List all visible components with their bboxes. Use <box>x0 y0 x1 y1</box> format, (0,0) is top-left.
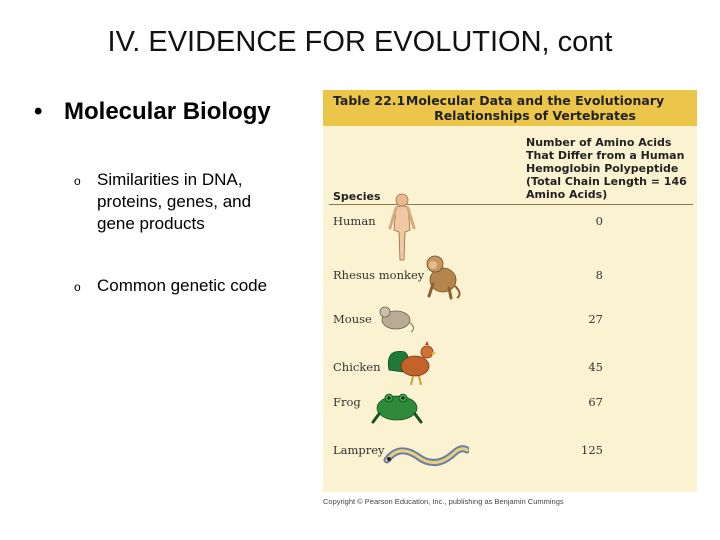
column-header-species: Species <box>333 190 381 203</box>
mouse-icon <box>379 306 415 333</box>
sub-bullet-marker: o <box>74 280 81 294</box>
amino-acid-value: 8 <box>595 268 603 282</box>
header-divider <box>329 204 693 205</box>
sub-bullet-text: Common genetic code <box>97 276 268 295</box>
species-label: Rhesus monkey <box>333 268 425 282</box>
copyright-notice: Copyright © Pearson Education, Inc., pub… <box>323 497 564 506</box>
table-header: Table 22.1 Molecular Data and the Evolut… <box>323 90 697 126</box>
table-title: Molecular Data and the Evolutionary Rela… <box>405 93 665 123</box>
chicken-icon <box>387 341 437 386</box>
amino-acid-value: 67 <box>588 395 603 409</box>
table-number: Table 22.1 <box>333 93 406 108</box>
species-label: Mouse <box>333 312 372 326</box>
species-label: Chicken <box>333 360 381 374</box>
lamprey-icon <box>383 445 469 466</box>
table-panel: Table 22.1 Molecular Data and the Evolut… <box>323 90 697 492</box>
sub-bullet-marker: o <box>74 174 81 188</box>
slide-title: IV. EVIDENCE FOR EVOLUTION, cont <box>107 26 613 58</box>
bullet-text: Molecular Biology <box>64 98 271 125</box>
species-label: Lamprey <box>333 443 385 457</box>
bullet-marker: • <box>34 98 43 125</box>
frog-icon <box>371 393 423 424</box>
amino-acid-value: 0 <box>595 214 603 228</box>
species-label: Human <box>333 214 376 228</box>
amino-acid-value: 45 <box>588 360 603 374</box>
amino-acid-value: 27 <box>588 312 603 326</box>
sub-bullet-text: Similarities in DNA, proteins, genes, an… <box>97 170 252 233</box>
rhesus-monkey-icon <box>426 255 461 300</box>
species-label: Frog <box>333 395 361 409</box>
column-header-amino-acids: Number of Amino Acids That Differ from a… <box>526 136 687 201</box>
human-figure-icon <box>388 193 416 261</box>
amino-acid-value: 125 <box>581 443 603 457</box>
